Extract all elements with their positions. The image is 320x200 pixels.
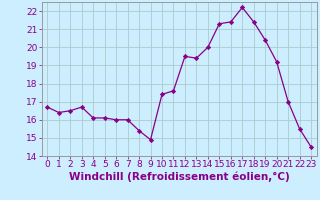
X-axis label: Windchill (Refroidissement éolien,°C): Windchill (Refroidissement éolien,°C) xyxy=(69,172,290,182)
